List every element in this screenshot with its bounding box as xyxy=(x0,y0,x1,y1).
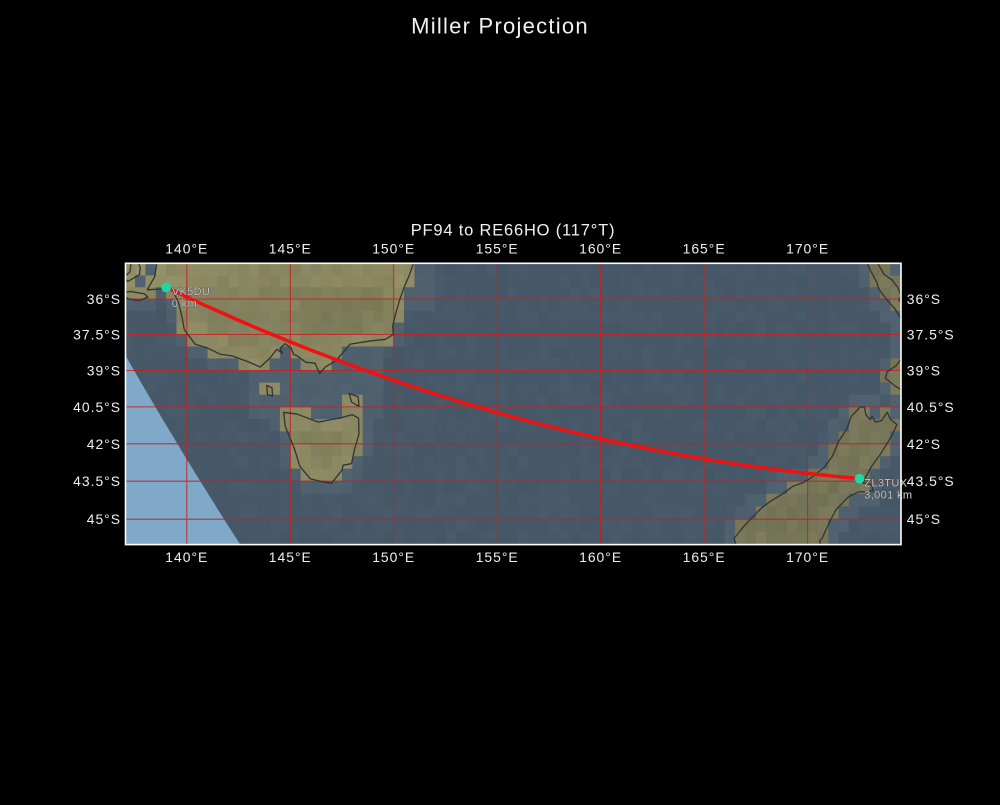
svg-text:155°E: 155°E xyxy=(476,549,519,565)
svg-text:Miller Projection: Miller Projection xyxy=(411,14,589,39)
svg-text:37.5°S: 37.5°S xyxy=(907,327,955,343)
svg-text:150°E: 150°E xyxy=(372,549,415,565)
svg-text:36°S: 36°S xyxy=(907,291,941,307)
svg-text:160°E: 160°E xyxy=(579,241,622,257)
svg-text:ZL3TUX: ZL3TUX xyxy=(864,477,907,489)
svg-text:39°S: 39°S xyxy=(907,363,941,379)
svg-text:165°E: 165°E xyxy=(683,549,726,565)
svg-text:170°E: 170°E xyxy=(786,241,829,257)
svg-text:42°S: 42°S xyxy=(907,436,941,452)
svg-text:VK5DU: VK5DU xyxy=(172,286,210,298)
svg-text:42°S: 42°S xyxy=(87,436,121,452)
svg-text:45°S: 45°S xyxy=(907,511,941,527)
svg-text:PF94 to RE66HO (117°T): PF94 to RE66HO (117°T) xyxy=(411,222,616,240)
svg-text:45°S: 45°S xyxy=(87,511,121,527)
svg-text:145°E: 145°E xyxy=(269,549,312,565)
svg-text:43.5°S: 43.5°S xyxy=(73,473,121,489)
svg-text:37.5°S: 37.5°S xyxy=(73,327,121,343)
svg-text:40.5°S: 40.5°S xyxy=(907,399,955,415)
svg-text:39°S: 39°S xyxy=(87,363,121,379)
svg-text:160°E: 160°E xyxy=(579,549,622,565)
svg-text:150°E: 150°E xyxy=(372,241,415,257)
svg-text:145°E: 145°E xyxy=(269,241,312,257)
svg-text:3,001 km: 3,001 km xyxy=(864,490,912,502)
svg-text:36°S: 36°S xyxy=(87,291,121,307)
svg-text:165°E: 165°E xyxy=(683,241,726,257)
svg-text:140°E: 140°E xyxy=(165,241,208,257)
svg-text:170°E: 170°E xyxy=(786,549,829,565)
svg-text:40.5°S: 40.5°S xyxy=(73,399,121,415)
svg-text:43.5°S: 43.5°S xyxy=(907,473,955,489)
svg-text:140°E: 140°E xyxy=(165,549,208,565)
svg-text:0 km: 0 km xyxy=(172,298,197,310)
svg-text:155°E: 155°E xyxy=(476,241,519,257)
